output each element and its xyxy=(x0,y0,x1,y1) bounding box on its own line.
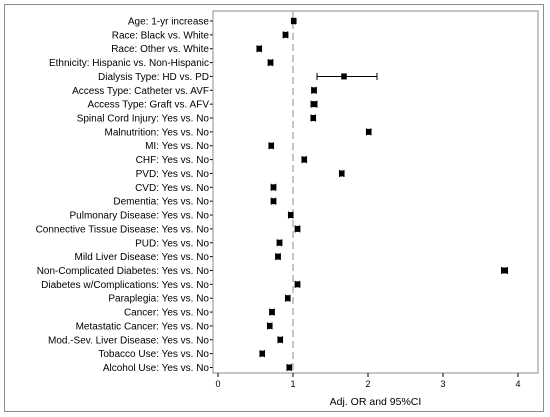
category-label: Spinal Cord Injury: Yes vs. No xyxy=(77,114,210,125)
or-point xyxy=(268,142,275,149)
or-point xyxy=(277,336,284,343)
category-label: Race: Black vs. White xyxy=(112,30,210,41)
category-label: MI: Yes vs. No xyxy=(145,141,209,152)
category-label: Age: 1-yr increase xyxy=(128,17,210,28)
or-point xyxy=(270,198,277,205)
category-label: Paraplegia: Yes vs. No xyxy=(108,294,209,305)
category-label: PUD: Yes vs. No xyxy=(135,238,209,249)
category-label: Diabetes w/Complications: Yes vs. No xyxy=(41,280,209,291)
or-point xyxy=(311,87,317,94)
category-label: PVD: Yes vs. No xyxy=(136,169,210,180)
or-point xyxy=(266,322,273,329)
or-point xyxy=(341,73,347,80)
category-label: Access Type: Graft vs. AFV xyxy=(87,100,209,111)
or-point xyxy=(294,281,301,288)
category-label: Ethnicity: Hispanic vs. Non-Hispanic xyxy=(49,58,209,69)
category-label: Race: Other vs. White xyxy=(111,44,209,55)
or-point xyxy=(286,364,293,371)
or-point xyxy=(275,253,281,260)
or-point xyxy=(259,350,266,357)
x-tick-label: 2 xyxy=(365,379,370,389)
or-point xyxy=(290,18,297,24)
category-label: Non-Complicated Diabetes: Yes vs. No xyxy=(37,266,210,277)
category-label: Access Type: Catheter vs. AVF xyxy=(72,86,209,97)
or-point xyxy=(256,45,263,52)
or-point xyxy=(269,309,275,316)
or-point xyxy=(276,239,283,246)
or-point xyxy=(338,170,345,177)
or-point xyxy=(267,59,274,66)
category-label: Connective Tissue Disease: Yes vs. No xyxy=(36,224,210,235)
category-label: Dialysis Type: HD vs. PD xyxy=(98,72,209,83)
category-label: Alcohol Use: Yes vs. No xyxy=(103,363,210,374)
category-label: CVD: Yes vs. No xyxy=(135,183,209,194)
category-label: Cancer: Yes vs. No xyxy=(124,308,209,319)
x-tick-label: 1 xyxy=(290,379,295,389)
category-label: Pulmonary Disease: Yes vs. No xyxy=(69,211,209,222)
or-point xyxy=(284,295,291,302)
or-point xyxy=(310,115,317,122)
category-label: Malnutrition: Yes vs. No xyxy=(105,127,210,138)
chart-frame: Age: 1-yr increase Race: Black vs. White R… xyxy=(4,4,544,412)
category-label: CHF: Yes vs. No xyxy=(136,155,210,166)
or-point xyxy=(501,267,508,274)
or-point xyxy=(270,184,277,191)
category-label: Tobacco Use: Yes vs. No xyxy=(98,349,209,360)
category-label: Mild Liver Disease: Yes vs. No xyxy=(74,252,209,263)
forest-plot: Age: 1-yr increase Race: Black vs. White R… xyxy=(36,10,539,408)
category-label: Metastatic Cancer: Yes vs. No xyxy=(76,321,210,332)
or-point xyxy=(287,212,294,219)
or-point xyxy=(294,225,301,232)
or-point xyxy=(311,101,317,108)
or-point xyxy=(301,156,308,163)
or-point xyxy=(365,128,372,135)
x-tick-label: 0 xyxy=(215,379,220,389)
x-tick-label: 4 xyxy=(515,379,520,389)
or-point xyxy=(282,31,289,38)
x-axis-title: Adj. OR and 95%CI xyxy=(330,396,422,408)
category-label: Mod.-Sev. Liver Disease: Yes vs. No xyxy=(48,335,209,346)
x-tick-label: 3 xyxy=(440,379,445,389)
category-label: Dementia: Yes vs. No xyxy=(113,197,209,208)
plot-area xyxy=(212,10,539,374)
